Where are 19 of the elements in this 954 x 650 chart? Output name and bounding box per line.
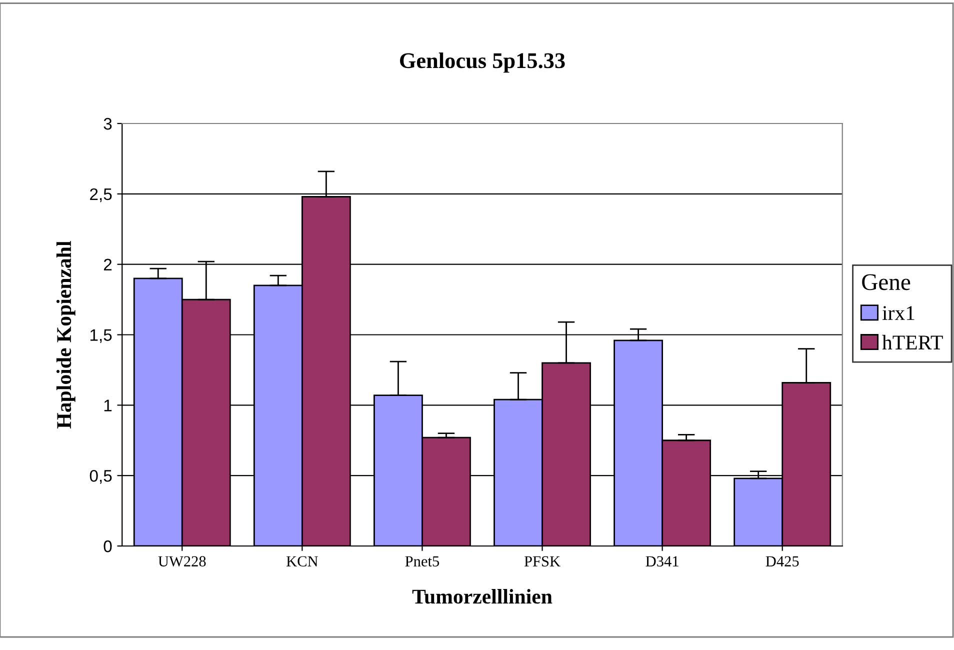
legend-label: hTERT [882,334,943,350]
y-tick-label: 2,5 [90,188,112,202]
legend-title: Gene [862,274,910,290]
y-tick-label: 0 [104,540,112,552]
x-tick-label: UW228 [158,556,206,567]
x-tick-label: KCN [286,556,318,566]
y-tick-label: 3 [104,118,112,130]
y-tick-label: 2 [104,258,112,270]
y-tick-label: 1,5 [90,329,112,343]
x-tick-label: D425 [766,556,799,566]
x-tick-label: PFSK [524,556,560,566]
x-axis-title: Tumorzelllinien [412,589,552,604]
x-tick-label: Pnet5 [405,556,440,566]
y-tick-label: 0,5 [90,470,112,484]
legend-label: irx1 [882,306,914,320]
chart-title: Genlocus 5p15.33 [400,52,565,73]
x-tick-label: D341 [646,556,678,566]
y-tick-label: 1 [104,400,112,412]
y-axis-title: Haploide Kopienzahl [56,241,76,428]
